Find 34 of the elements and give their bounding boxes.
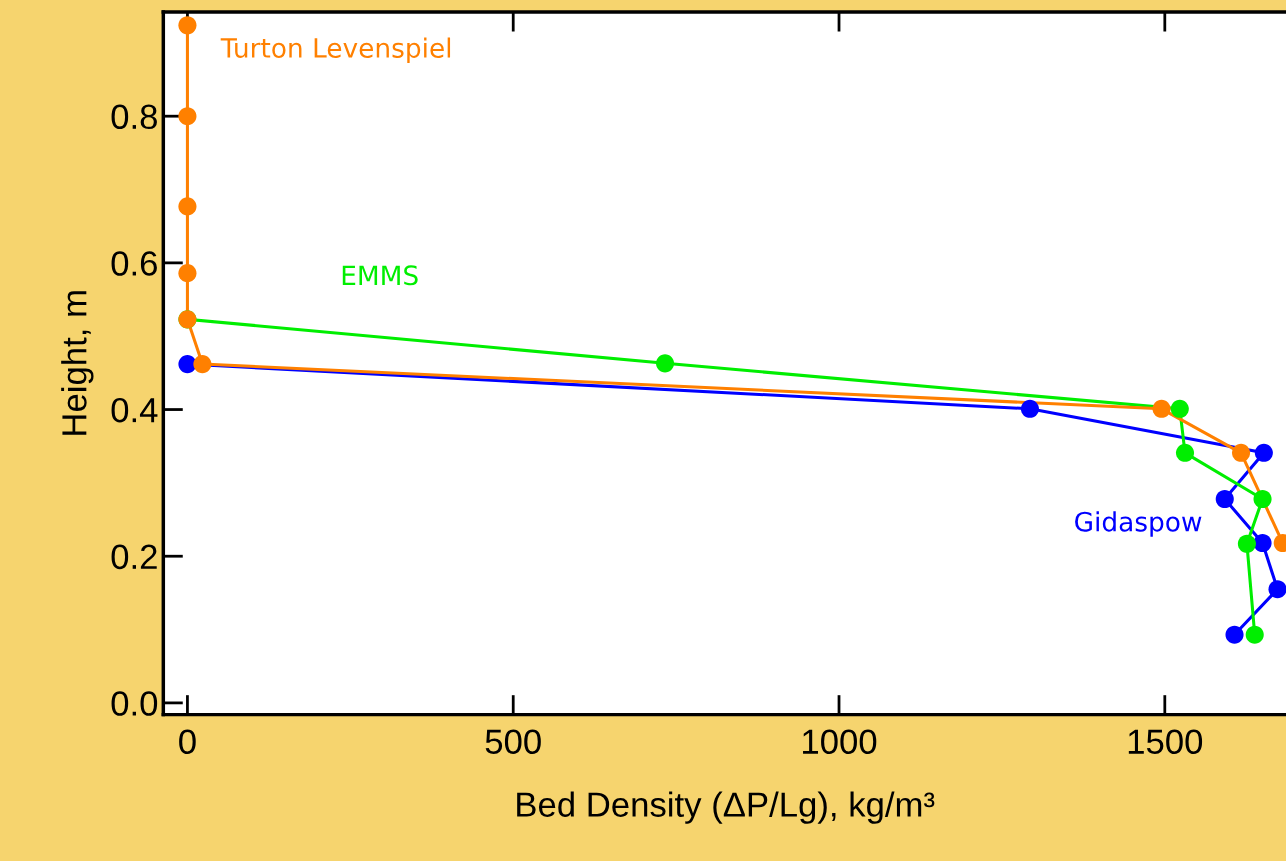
point (178, 264, 197, 283)
point (178, 107, 197, 126)
y-tick-label: 0.6 (111, 251, 157, 276)
series-label: Turton Levenspiel (220, 37, 451, 64)
point (1254, 443, 1273, 462)
y-tick-label: 0.0 (111, 691, 158, 716)
point (655, 354, 675, 373)
point (1237, 534, 1256, 553)
point (1020, 399, 1039, 418)
point (1253, 489, 1272, 509)
point (1231, 443, 1251, 462)
x-axis-title: Bed Density (ΔP/Lg), kg/m³ (517, 791, 935, 824)
series-label: Gidaspow (1075, 511, 1202, 537)
point (178, 355, 197, 374)
point (1245, 625, 1264, 644)
x-tick-label: 1000 (803, 729, 877, 755)
x-tick-label: 1500 (1128, 729, 1203, 755)
x-tick-label: 500 (485, 729, 541, 755)
point (178, 197, 197, 216)
y-axis-title: Height, m (61, 291, 94, 435)
point (1225, 625, 1244, 644)
point (1152, 399, 1171, 418)
series-label: EMMS (342, 265, 418, 286)
y-tick-label: 0.8 (111, 104, 157, 130)
x-tick-label: 0 (179, 729, 196, 755)
point (1170, 399, 1189, 418)
point (193, 355, 212, 374)
y-tick-label: 0.4 (111, 397, 158, 423)
y-tick-label: 0.2 (111, 544, 157, 570)
point (1175, 443, 1195, 462)
point (1268, 580, 1286, 599)
point (1253, 533, 1272, 553)
point (178, 16, 197, 35)
point (1215, 489, 1234, 509)
